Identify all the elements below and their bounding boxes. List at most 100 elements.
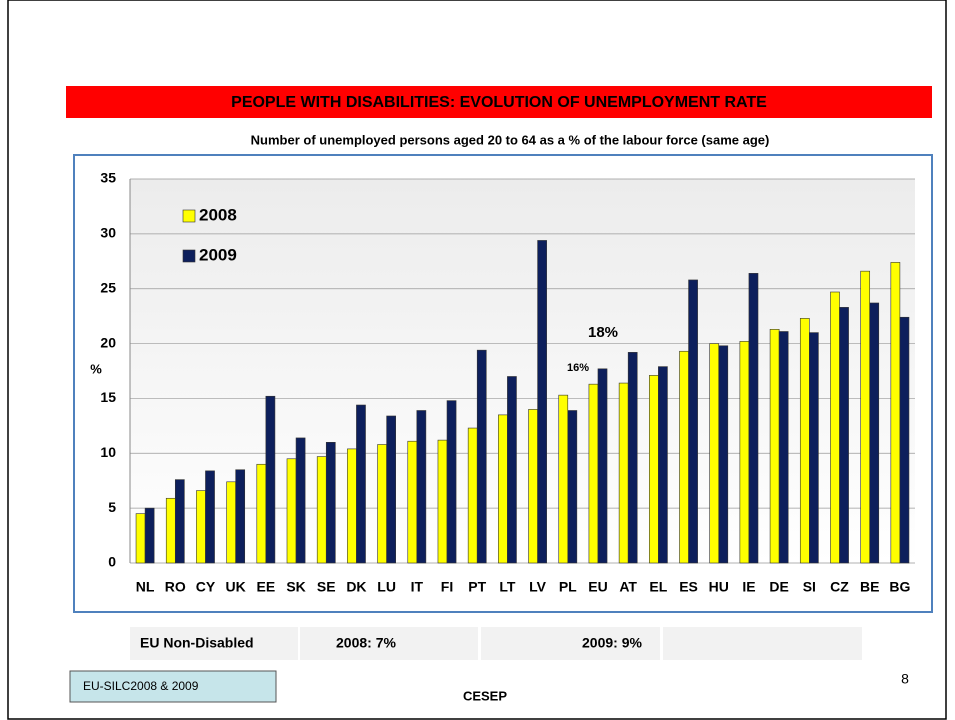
bar [135,513,146,564]
footer-cell [300,627,478,660]
x-tick-label: LT [499,579,516,595]
footer-text: 2008: 7% [336,635,396,651]
x-tick-label: ES [679,579,698,595]
bar [446,400,457,564]
organization: CESEP [463,688,507,703]
bar [748,273,759,564]
plot-area [130,179,915,563]
y-tick-label: 10 [100,444,116,460]
legend-label: 2008 [199,205,237,224]
legend-swatch [182,209,196,223]
x-tick-label: BG [889,579,910,595]
bar [679,350,689,564]
bar [860,270,871,564]
x-tick-label: NL [136,579,155,595]
bar [830,291,840,564]
x-tick-label: IT [411,579,424,595]
bar [739,341,750,564]
bar [286,458,297,564]
bar [165,497,176,564]
bar [356,404,366,564]
bar [558,394,569,564]
y-tick-label: 35 [100,170,116,186]
bar [265,395,276,564]
footer-cell [481,627,660,660]
x-tick-label: UK [226,579,246,595]
bar [890,262,901,564]
bar [295,437,306,564]
bar [688,279,698,564]
x-tick-label: SK [286,579,305,595]
bar [588,383,599,564]
footer-text: EU Non-Disabled [140,635,254,651]
x-tick-label: FI [441,579,453,595]
bar [377,444,387,564]
x-tick-label: CZ [830,579,849,595]
bar [416,410,427,564]
legend-label: 2009 [199,245,237,264]
bar [709,343,720,564]
x-tick-label: PL [559,579,577,595]
x-tick-label: BE [860,579,879,595]
x-tick-label: CY [196,579,216,595]
x-tick-label: EU [588,579,607,595]
legend-swatch [182,249,196,263]
x-tick-label: EE [257,579,276,595]
x-tick-label: LU [377,579,396,595]
footer-text: 2009: 9% [582,635,642,651]
bar [537,240,547,564]
x-tick-label: IE [742,579,755,595]
y-tick-label: 15 [100,389,116,405]
bar [528,409,538,564]
y-axis-label: % [90,361,102,376]
bar [899,316,910,564]
bar [386,415,396,564]
title-banner [66,86,932,118]
bar [205,470,215,564]
x-tick-label: AT [619,579,637,595]
x-tick-label: RO [165,579,186,595]
page-number: 8 [901,671,909,687]
bar [498,414,508,564]
bar [407,440,418,564]
y-tick-label: 20 [100,334,116,350]
x-tick-label: SE [317,579,336,595]
bar [567,410,578,564]
y-tick-label: 5 [108,499,116,515]
bar [778,331,789,564]
bar [718,345,729,564]
source: EU-SILC2008 & 2009 [83,679,199,693]
bar [174,479,185,564]
subtitle: Number of unemployed persons aged 20 to … [251,132,770,147]
bar [437,439,448,564]
x-tick-label: PT [468,579,486,595]
bar [649,375,659,564]
y-tick-label: 25 [100,279,116,295]
bar [347,448,357,564]
bar [507,376,517,564]
bar [839,307,849,564]
y-tick-label: 0 [108,554,116,570]
x-tick-label: HU [709,579,729,595]
bar [235,469,246,564]
bar [196,490,206,564]
x-tick-label: LV [529,579,547,595]
bar [618,382,629,564]
bar [144,507,155,564]
bar [658,366,668,564]
annotation: 18% [588,324,618,341]
bar [316,456,327,564]
bar [869,302,880,564]
y-tick-label: 30 [100,225,116,241]
bar [799,318,810,564]
title: PEOPLE WITH DISABILITIES: EVOLUTION OF U… [231,94,767,111]
bar [627,352,638,564]
source-box [69,670,277,703]
bar [467,427,478,564]
bar [256,463,267,564]
bar [769,329,780,564]
x-tick-label: DK [346,579,366,595]
bar [809,332,819,564]
bar [476,349,487,564]
